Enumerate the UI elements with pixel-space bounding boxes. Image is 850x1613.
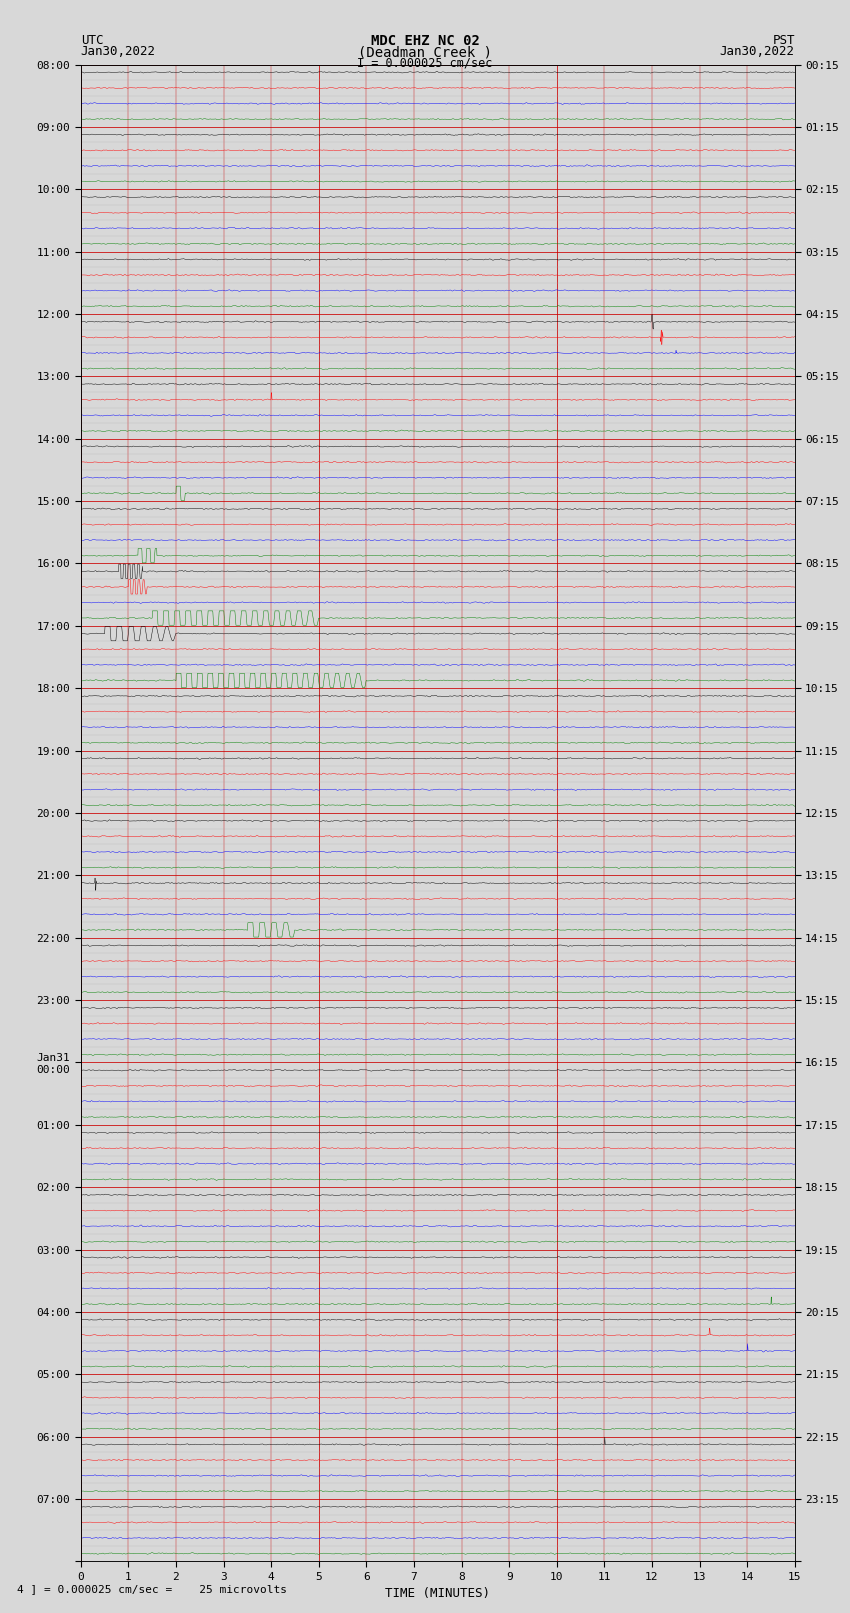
X-axis label: TIME (MINUTES): TIME (MINUTES)	[385, 1587, 490, 1600]
Text: (Deadman Creek ): (Deadman Creek )	[358, 45, 492, 60]
Text: Jan30,2022: Jan30,2022	[720, 45, 795, 58]
Text: MDC EHZ NC 02: MDC EHZ NC 02	[371, 34, 479, 48]
Text: PST: PST	[773, 34, 795, 47]
Text: I = 0.000025 cm/sec: I = 0.000025 cm/sec	[357, 56, 493, 69]
Text: 4 ] = 0.000025 cm/sec =    25 microvolts: 4 ] = 0.000025 cm/sec = 25 microvolts	[17, 1584, 287, 1594]
Text: UTC: UTC	[81, 34, 103, 47]
Text: Jan30,2022: Jan30,2022	[81, 45, 156, 58]
